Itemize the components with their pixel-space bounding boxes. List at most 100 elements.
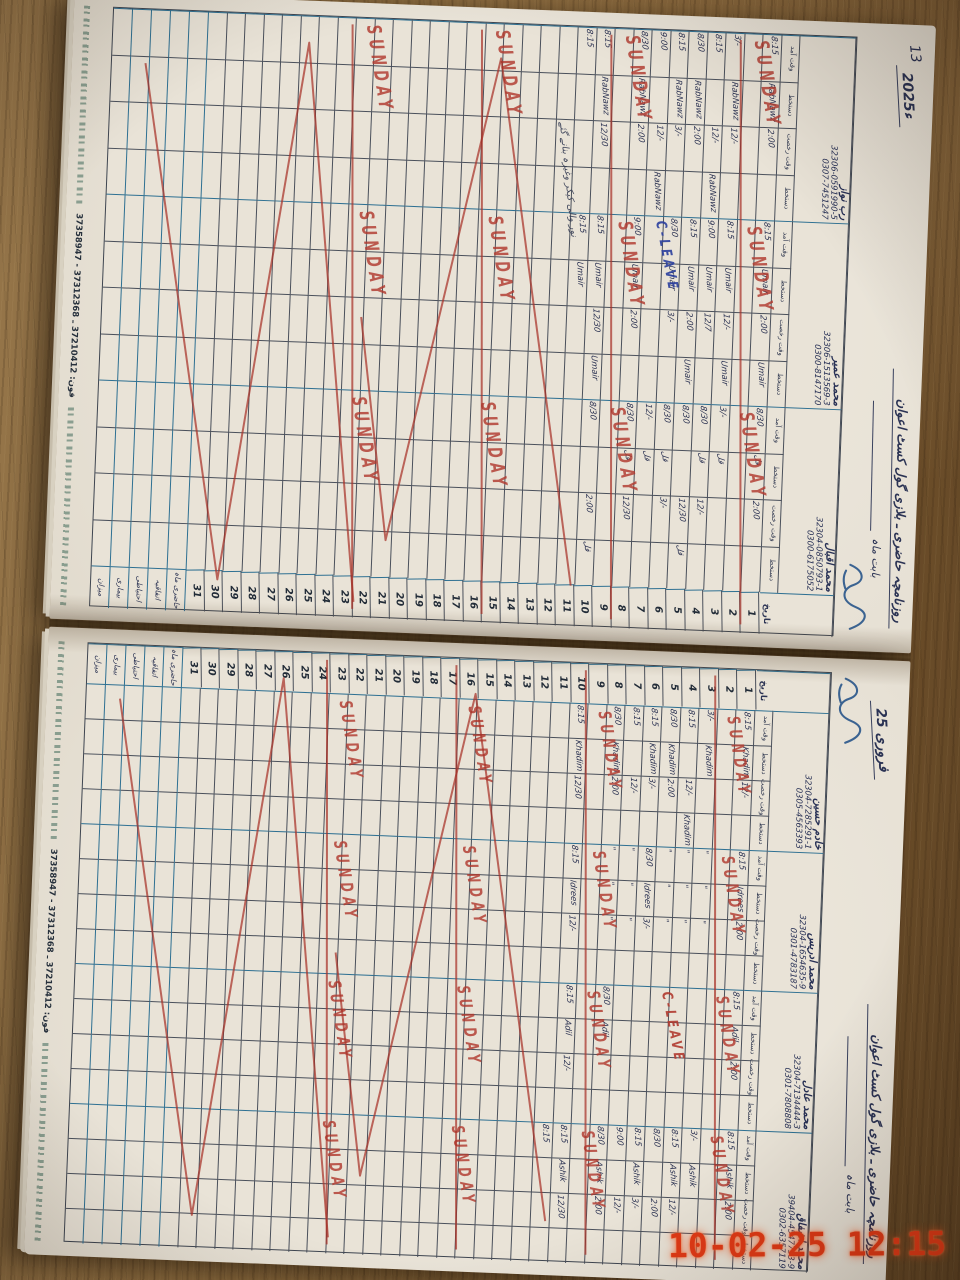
entry-cell xyxy=(482,534,504,582)
subcolumn-header: وقت رخصت xyxy=(762,499,782,547)
entry-cell xyxy=(336,973,356,1010)
entry-cell xyxy=(402,696,423,732)
entry-cell xyxy=(720,1094,740,1130)
entry-cell: 8:15 xyxy=(569,702,590,739)
summary-cell xyxy=(81,788,103,824)
entry-cell xyxy=(579,913,600,949)
summary-cell xyxy=(98,858,119,895)
entry-cell xyxy=(466,22,487,70)
entry-cell xyxy=(670,951,691,988)
entry-cell: 8/30 xyxy=(632,28,654,76)
summary-cell xyxy=(83,1208,105,1245)
entry-cell xyxy=(207,477,228,525)
entry-cell xyxy=(242,524,263,573)
day-number-cell: 27 xyxy=(256,650,276,691)
subcolumn-header: دستخط xyxy=(741,1024,761,1061)
summary-cell xyxy=(99,823,120,860)
entry-cell xyxy=(514,210,535,258)
entry-cell xyxy=(259,106,280,154)
summary-cell xyxy=(169,475,191,523)
entry-cell xyxy=(532,210,554,259)
entry-cell xyxy=(693,356,715,405)
entry-cell: قل xyxy=(652,448,674,496)
summary-cell xyxy=(76,928,97,964)
entry-cell xyxy=(245,934,265,971)
entry-cell xyxy=(384,695,405,731)
date-column-header: تاریخ xyxy=(755,670,831,714)
entry-cell xyxy=(397,835,418,872)
entry-cell xyxy=(164,1106,185,1143)
entry-cell: 8:15 xyxy=(718,1129,739,1165)
entry-cell xyxy=(551,211,572,259)
entry-cell xyxy=(233,759,254,795)
day-number-cell: 11 xyxy=(555,584,575,627)
summary-cell xyxy=(80,823,101,859)
summary-cell xyxy=(152,428,174,476)
entry-cell xyxy=(513,700,534,737)
entry-cell xyxy=(548,1227,568,1263)
summary-cell xyxy=(131,965,153,1002)
entry-cell: " xyxy=(597,914,618,950)
entry-cell xyxy=(587,703,608,740)
entry-cell xyxy=(515,1120,536,1157)
entry-cell xyxy=(657,811,678,848)
entry-cell xyxy=(477,208,498,256)
summary-cell xyxy=(160,721,181,758)
entry-cell: Adil xyxy=(556,1017,577,1054)
day-number-cell: 29 xyxy=(222,570,242,614)
entry-cell xyxy=(505,442,526,490)
entry-cell xyxy=(213,337,234,385)
entry-cell: قل xyxy=(667,542,689,590)
day-number-cell: 2 xyxy=(718,668,738,710)
entry-cell: 3/- xyxy=(681,1127,702,1164)
entry-cell xyxy=(311,1112,332,1149)
entry-cell xyxy=(334,528,356,576)
entry-cell xyxy=(606,213,628,262)
summary-cell xyxy=(114,426,136,474)
open-register-book: 13 روزنامچہ حاضری ـ بلازی گول کسٹ اعوان 20… xyxy=(23,0,937,1280)
entry-cell xyxy=(492,769,513,806)
entry-cell xyxy=(237,198,258,247)
entry-cell xyxy=(173,861,194,898)
entry-cell xyxy=(192,383,214,431)
day-number-cell: 4 xyxy=(685,589,705,632)
employee-phone: 0301-7808808 xyxy=(783,1067,794,1130)
entry-cell xyxy=(486,441,507,489)
entry-cell xyxy=(266,386,287,434)
entry-cell: RabNawz xyxy=(723,78,744,127)
entry-cell xyxy=(240,106,262,154)
entry-cell xyxy=(269,795,290,832)
entry-cell xyxy=(499,1050,520,1086)
entry-cell xyxy=(526,841,547,877)
entry-cell xyxy=(687,987,708,1024)
summary-cell xyxy=(77,893,99,929)
entry-cell xyxy=(165,1071,186,1108)
summary-cell xyxy=(146,102,168,150)
entry-cell xyxy=(449,440,470,488)
entry-cell xyxy=(215,758,236,795)
entry-cell xyxy=(719,171,740,220)
entry-cell xyxy=(620,809,641,846)
entry-cell xyxy=(590,166,611,214)
entry-cell xyxy=(172,896,193,933)
entry-cell xyxy=(216,244,238,292)
entry-cell xyxy=(452,838,473,874)
entry-cell xyxy=(694,812,715,849)
entry-cell xyxy=(232,794,253,830)
entry-cell xyxy=(453,347,474,395)
employee-name-cell: محمد اقبال 32304-0850793-1 0300-6175052 xyxy=(778,407,842,596)
summary-cell xyxy=(74,963,96,999)
entry-cell xyxy=(723,544,744,592)
attendance-grid: رب نواز 32306-0591990-5 0307-7451247 محمد ع… xyxy=(89,6,858,638)
entry-cell xyxy=(476,698,497,735)
entry-cell xyxy=(462,1048,483,1085)
entry-cell xyxy=(401,1186,422,1223)
entry-cell xyxy=(728,404,750,453)
subcolumn-header: دستخط xyxy=(746,884,767,921)
summary-cell xyxy=(108,100,130,148)
summary-cell xyxy=(122,719,143,756)
entry-cell xyxy=(396,391,417,439)
entry-cell: 3/- xyxy=(623,1195,644,1231)
summary-cell xyxy=(118,824,139,861)
